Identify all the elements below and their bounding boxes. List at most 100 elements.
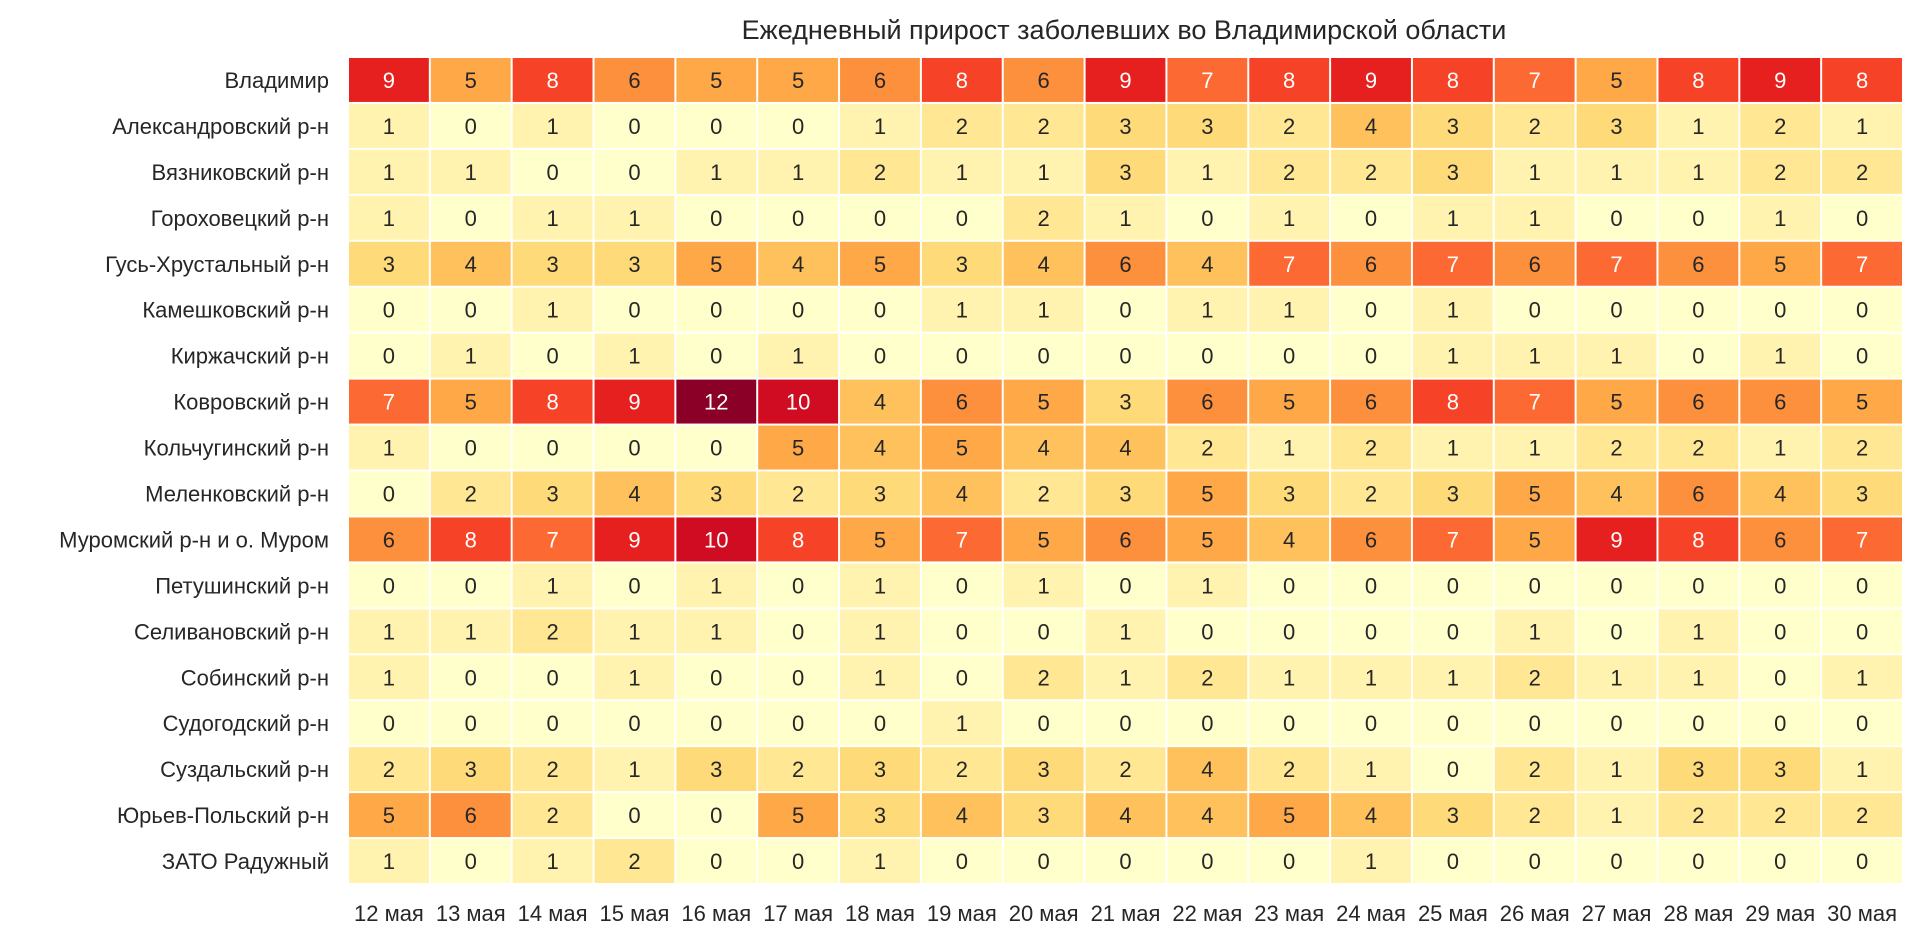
heatmap-cell <box>1085 333 1166 378</box>
cell-value-label: 1 <box>628 619 640 644</box>
cell-value-label: 0 <box>1447 619 1459 644</box>
heatmap-cell <box>676 839 757 883</box>
heatmap-cell <box>1249 563 1330 608</box>
heatmap-cell <box>1740 563 1821 608</box>
heatmap-cell <box>1494 103 1575 148</box>
column-label: 13 мая <box>436 901 506 926</box>
cell-value-label: 2 <box>1365 481 1377 506</box>
cell-value-label: 2 <box>1038 114 1050 139</box>
cell-value-label: 0 <box>1610 711 1622 736</box>
cell-value-label: 0 <box>874 206 886 231</box>
heatmap-cell <box>921 287 1002 332</box>
cell-value-label: 0 <box>628 298 640 323</box>
cell-value-label: 0 <box>1692 298 1704 323</box>
heatmap-cell <box>1576 793 1657 838</box>
cell-value-label: 2 <box>956 114 968 139</box>
heatmap-cell <box>430 655 511 700</box>
cell-value-label: 1 <box>383 436 395 461</box>
heatmap-cell <box>594 471 675 516</box>
cell-value-label: 5 <box>1529 527 1541 552</box>
cell-value-label: 1 <box>383 665 395 690</box>
heatmap-cell <box>349 747 429 792</box>
heatmap-cell <box>676 701 757 746</box>
cell-value-label: 3 <box>628 252 640 277</box>
heatmap-cell <box>1249 517 1330 562</box>
heatmap-cell <box>758 747 839 792</box>
cell-value-label: 2 <box>1529 114 1541 139</box>
heatmap-cell <box>921 793 1002 838</box>
cell-value-label: 4 <box>1201 252 1213 277</box>
cell-value-label: 1 <box>1038 298 1050 323</box>
heatmap-cell <box>1167 793 1248 838</box>
cell-value-label: 0 <box>792 619 804 644</box>
cell-value-label: 1 <box>465 344 477 369</box>
cell-value-label: 0 <box>956 206 968 231</box>
heatmap-cell <box>1658 333 1739 378</box>
cell-value-label: 0 <box>710 665 722 690</box>
cell-value-label: 3 <box>1856 481 1868 506</box>
cell-value-label: 5 <box>710 68 722 93</box>
heatmap-cell <box>1494 747 1575 792</box>
cell-value-label: 1 <box>1038 160 1050 185</box>
cell-value-label: 3 <box>874 481 886 506</box>
cell-value-label: 0 <box>792 665 804 690</box>
cell-value-label: 3 <box>1119 160 1131 185</box>
cell-value-label: 0 <box>1119 849 1131 874</box>
cell-value-label: 8 <box>956 68 968 93</box>
cell-value-label: 0 <box>1038 344 1050 369</box>
heatmap-cell <box>1412 701 1493 746</box>
column-label: 29 мая <box>1745 901 1815 926</box>
cell-value-label: 9 <box>1365 68 1377 93</box>
cell-value-label: 6 <box>1365 252 1377 277</box>
cell-value-label: 6 <box>465 803 477 828</box>
cell-value-label: 1 <box>546 114 558 139</box>
cell-value-label: 2 <box>874 160 886 185</box>
heatmap-cell <box>349 839 429 883</box>
heatmap-cell <box>921 149 1002 194</box>
heatmap-cell <box>1494 425 1575 470</box>
heatmap-cell <box>840 149 920 194</box>
cell-value-label: 9 <box>1119 68 1131 93</box>
cell-value-label: 6 <box>1365 527 1377 552</box>
heatmap-cell <box>1003 655 1084 700</box>
cell-value-label: 5 <box>1283 390 1295 415</box>
heatmap-cell <box>594 747 675 792</box>
heatmap-cell <box>1494 287 1575 332</box>
heatmap-cell <box>1249 379 1330 424</box>
heatmap-cell <box>1249 701 1330 746</box>
cell-value-label: 0 <box>1283 619 1295 644</box>
cell-value-label: 4 <box>1038 436 1050 461</box>
row-label: Собинский р-н <box>181 665 329 690</box>
heatmap-cell <box>1167 379 1248 424</box>
heatmap-cell <box>1822 425 1902 470</box>
heatmap-cell <box>1003 425 1084 470</box>
heatmap-cell <box>1085 103 1166 148</box>
heatmap-cell <box>594 333 675 378</box>
row-label: Юрьев-Польский р-н <box>117 803 329 828</box>
heatmap-cell <box>1085 563 1166 608</box>
cell-value-label: 1 <box>1529 619 1541 644</box>
cell-value-label: 0 <box>1201 619 1213 644</box>
cell-value-label: 0 <box>383 344 395 369</box>
cell-value-label: 1 <box>1447 665 1459 690</box>
heatmap-cell <box>1822 287 1902 332</box>
heatmap-cell <box>430 149 511 194</box>
cell-value-label: 1 <box>1447 344 1459 369</box>
cell-value-label: 7 <box>1529 390 1541 415</box>
column-label: 26 мая <box>1500 901 1570 926</box>
column-label: 28 мая <box>1663 901 1733 926</box>
heatmap-cell <box>1003 195 1084 240</box>
cell-value-label: 2 <box>1774 803 1786 828</box>
cell-value-label: 1 <box>710 160 722 185</box>
heatmap-cell <box>430 379 511 424</box>
heatmap-cell <box>512 655 593 700</box>
heatmap-cell <box>1822 103 1902 148</box>
heatmap-cell <box>1167 471 1248 516</box>
cell-value-label: 0 <box>1692 711 1704 736</box>
column-label: 14 мая <box>518 901 588 926</box>
cell-value-label: 3 <box>710 481 722 506</box>
cell-value-label: 0 <box>956 849 968 874</box>
heatmap-cell <box>1658 517 1739 562</box>
cell-value-label: 5 <box>1038 527 1050 552</box>
